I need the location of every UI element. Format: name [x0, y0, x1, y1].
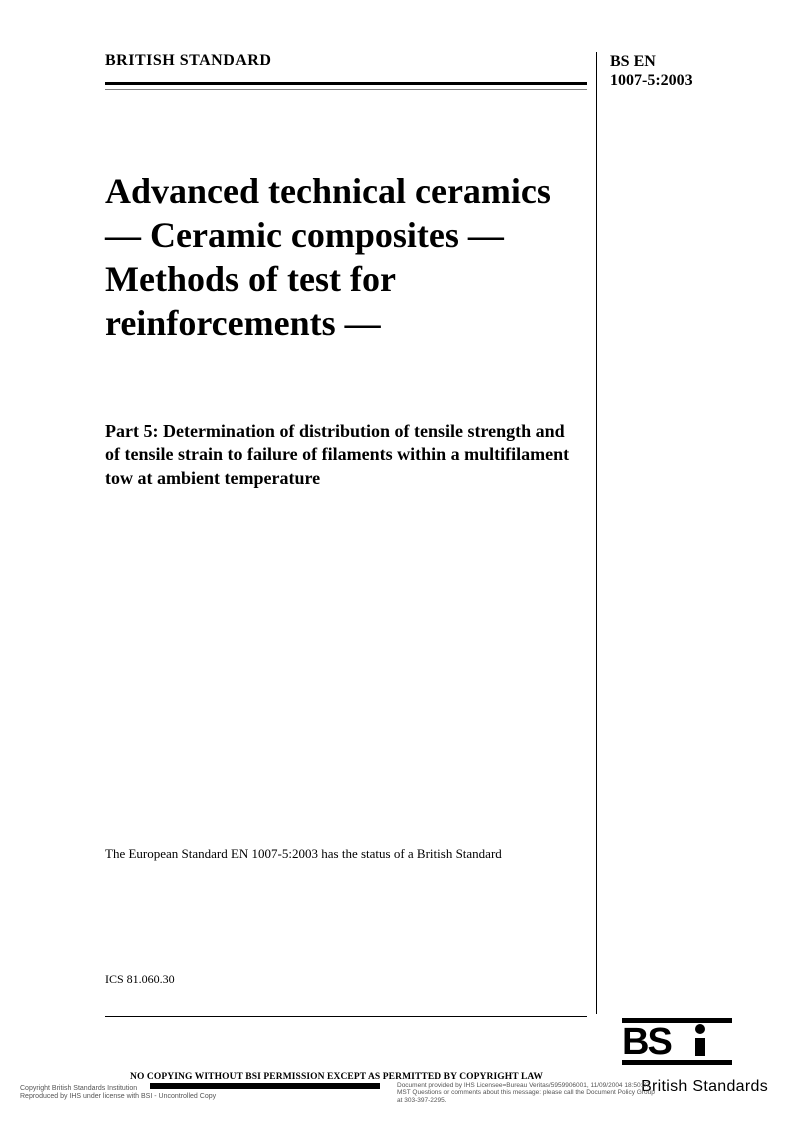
- header-standard-number: BS EN 1007-5:2003: [610, 52, 730, 90]
- bsi-tagline: British Standards: [641, 1078, 768, 1096]
- status-note: The European Standard EN 1007-5:2003 has…: [105, 845, 525, 863]
- document-subtitle: Part 5: Determination of distribution of…: [105, 420, 575, 490]
- copyright-warning: NO COPYING WITHOUT BSI PERMISSION EXCEPT…: [130, 1072, 543, 1082]
- top-rule-thin: [105, 89, 587, 90]
- footer-left: Copyright British Standards Institution …: [20, 1085, 216, 1101]
- vertical-rule: [596, 52, 597, 1014]
- ics-code: ICS 81.060.30: [105, 972, 175, 987]
- standard-number-line2: 1007-5:2003: [610, 71, 730, 90]
- bsi-logo: BS: [622, 1018, 732, 1066]
- footer-right: Document provided by IHS Licensee=Bureau…: [397, 1082, 657, 1104]
- footer-copyright-line1: Copyright British Standards Institution: [20, 1085, 216, 1093]
- header-standard-label: BRITISH STANDARD: [105, 52, 271, 70]
- top-rule-thick: [105, 82, 587, 85]
- page-container: BRITISH STANDARD BS EN 1007-5:2003 Advan…: [0, 0, 800, 1132]
- svg-text:BS: BS: [622, 1021, 671, 1063]
- standard-number-line1: BS EN: [610, 52, 730, 71]
- footer-copyright-line2: Reproduced by IHS under license with BSI…: [20, 1093, 216, 1101]
- bottom-rule: [105, 1016, 587, 1017]
- document-title: Advanced technical ceramics — Ceramic co…: [105, 170, 575, 346]
